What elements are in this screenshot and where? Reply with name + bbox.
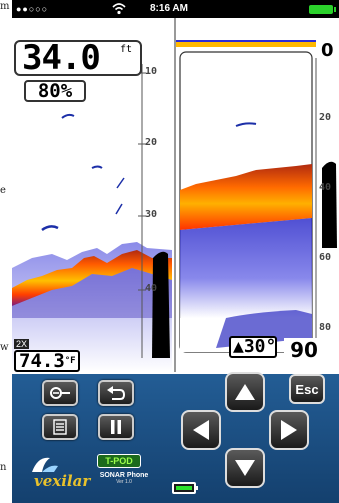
brand-logo: vexilar: [28, 452, 91, 500]
depth-tick-label: 60: [319, 252, 332, 263]
brand-name: vexilar: [34, 472, 91, 490]
water-temp-value: 74.3: [19, 350, 65, 372]
pause-icon: [111, 420, 121, 434]
battery-icon: [309, 5, 336, 14]
arrow-up-icon: [235, 384, 255, 400]
dpad-right-button[interactable]: [269, 410, 309, 450]
tpod-badge: T-POD: [97, 454, 141, 468]
dpad-down-button[interactable]: [225, 448, 265, 488]
history-pane[interactable]: 34.0 ft 80% 10 20 30 40 2X 74.3°F: [12, 18, 172, 372]
gutter-label: w: [0, 342, 9, 353]
depth-tick-label: 80: [319, 322, 332, 333]
pause-button[interactable]: [98, 414, 134, 440]
wifi-icon: [112, 3, 126, 15]
dpad-left-button[interactable]: [181, 410, 221, 450]
arrow-left-icon: [193, 420, 209, 440]
zoom-level: 2X: [14, 339, 30, 349]
fish-logo-icon: [32, 457, 58, 472]
depth-tick-label: 20: [319, 112, 332, 123]
back-button[interactable]: [98, 380, 134, 406]
depth-tick-label: 30: [145, 209, 158, 220]
depth-readout: 34.0 ft: [14, 38, 142, 78]
zoom-pane[interactable]: 0 20 40 60 80: [174, 18, 339, 372]
magnifier-icon: [50, 387, 70, 399]
product-version: Ver 1.0: [116, 479, 132, 485]
depth-tick-label: 40: [145, 283, 158, 294]
zoom-button[interactable]: [42, 380, 78, 406]
signal-dots: ●●○○○: [16, 4, 49, 14]
undo-arrow-icon: [107, 386, 126, 400]
depth-value: 34.0: [22, 38, 101, 78]
temp-unit: °F: [64, 356, 76, 366]
sonar-screen: ●●○○○ 8:16 AM: [12, 0, 339, 372]
gutter-label: n: [0, 462, 7, 473]
status-bar: ●●○○○ 8:16 AM: [12, 0, 339, 18]
sensitivity-readout[interactable]: 80%: [24, 80, 86, 102]
left-gutter: m e w n: [0, 0, 12, 503]
status-time: 8:16 AM: [150, 3, 188, 14]
menu-button[interactable]: [42, 414, 78, 440]
depth-unit: ft: [120, 44, 133, 55]
beam-angle-readout[interactable]: ▲30°: [229, 336, 277, 358]
depth-tick-label: 20: [145, 137, 158, 148]
history-sonar-image: [12, 64, 172, 372]
arrow-down-icon: [235, 460, 255, 476]
arrow-right-icon: [281, 420, 297, 440]
water-temp-readout: 74.3°F: [14, 350, 80, 372]
dpad-up-button[interactable]: [225, 372, 265, 412]
depth-tick-label: 40: [319, 182, 332, 193]
depth-tick-label: 10: [145, 66, 158, 77]
product-label: SONAR Phone Ver 1.0: [92, 472, 156, 485]
product-name: SONAR Phone: [99, 472, 149, 479]
zoom-sonar-image: [176, 40, 337, 353]
gutter-label: m: [0, 1, 10, 12]
menu-list-icon: [53, 419, 67, 435]
device-battery-icon: [172, 482, 198, 494]
esc-button[interactable]: Esc: [289, 374, 325, 404]
depth-range-readout[interactable]: 90: [284, 338, 324, 362]
surface-depth-label: 0: [321, 40, 334, 61]
gutter-label: e: [0, 185, 6, 196]
